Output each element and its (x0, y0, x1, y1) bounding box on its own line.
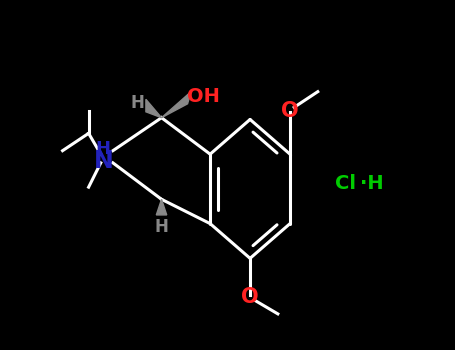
Text: H: H (95, 140, 110, 158)
Text: ·H: ·H (360, 174, 384, 193)
Polygon shape (162, 92, 191, 118)
Text: N: N (94, 149, 114, 173)
Polygon shape (157, 199, 167, 215)
Text: O: O (281, 101, 299, 121)
Text: O: O (241, 287, 259, 307)
Polygon shape (146, 99, 162, 118)
Text: Cl: Cl (335, 174, 356, 193)
Text: H: H (130, 94, 144, 112)
Text: H: H (155, 218, 168, 236)
Text: OH: OH (187, 88, 220, 106)
